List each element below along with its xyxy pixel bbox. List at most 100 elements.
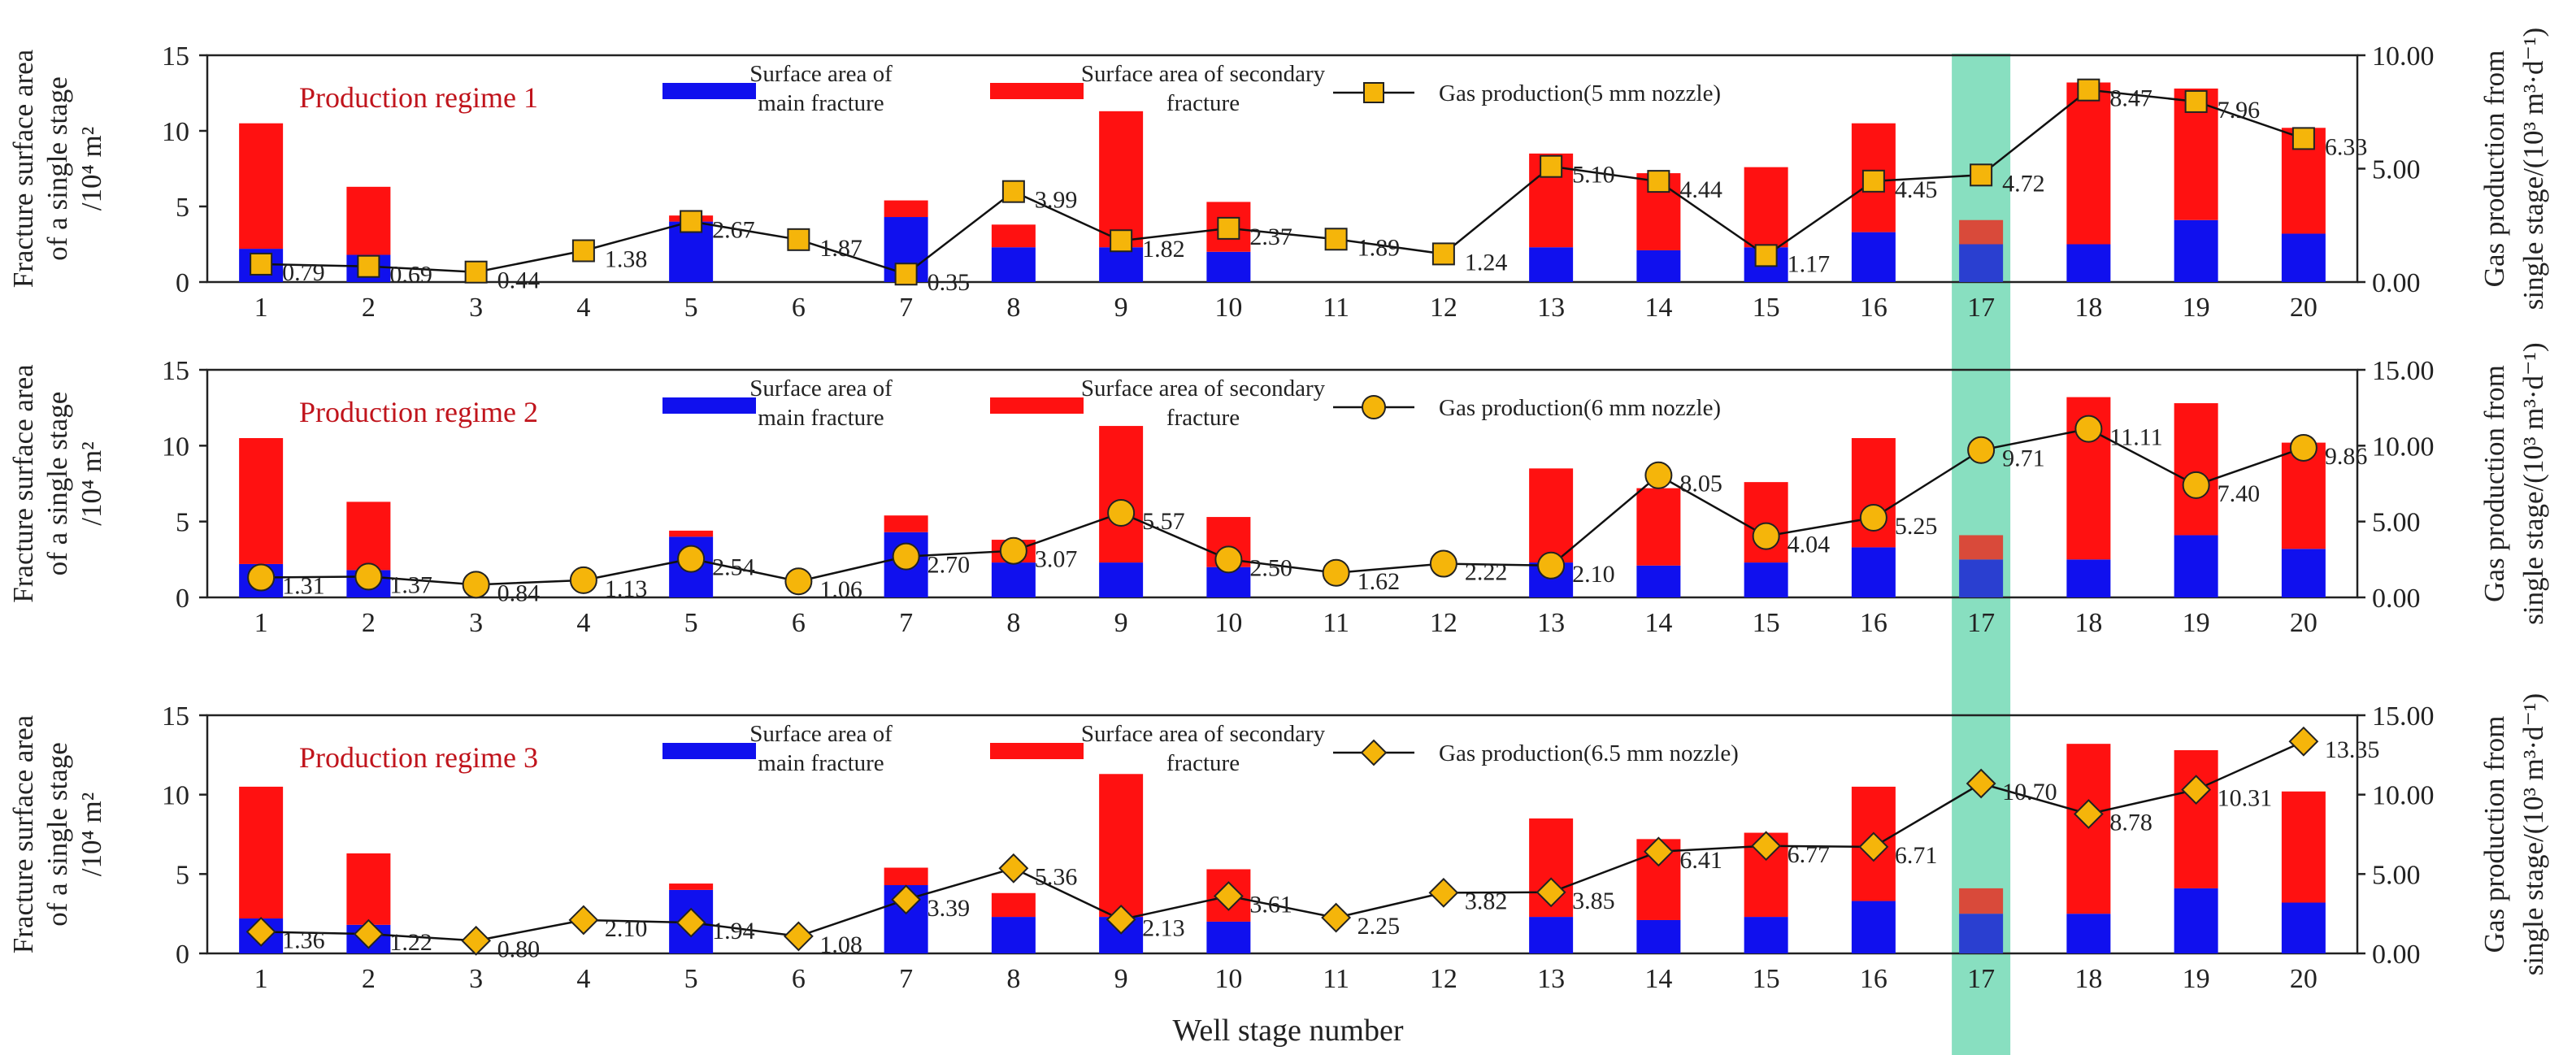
panel3-gas-marker-18	[2073, 799, 2104, 829]
panel1-gas-marker-10	[1217, 216, 1240, 240]
panel3-gas-marker-9	[1106, 904, 1136, 935]
panel3-value-label-10: 3.61	[1249, 891, 1292, 918]
panel3-bar-main-13	[1529, 917, 1574, 953]
panel2-legend-secondary-line1: Surface area of secondary	[1081, 376, 1326, 402]
panel1-gas-marker-15	[1754, 244, 1778, 267]
panel3-gas-marker-6	[783, 921, 814, 952]
panel3-value-label-16: 6.71	[1895, 842, 1938, 869]
panel2-bar-main-15	[1744, 562, 1788, 597]
panel3-xtick-label: 17	[1967, 964, 1995, 994]
panel3-bar-main-17	[1959, 914, 2004, 953]
panel3-gas-marker-5	[675, 907, 706, 938]
panel2-value-label-11: 1.62	[1358, 568, 1401, 595]
panel2-gas-marker-12	[1429, 549, 1457, 578]
panel3-gas-marker-14	[1643, 836, 1674, 867]
panel1-value-label-18: 8.47	[2109, 85, 2152, 112]
panel2-value-label-17: 9.71	[2002, 445, 2045, 472]
panel2-gas-marker-3	[462, 571, 490, 599]
panel1-value-label-3: 0.44	[497, 267, 541, 294]
panel3-xtick-label: 12	[1430, 964, 1457, 994]
panel3-xtick-label: 18	[2074, 964, 2102, 994]
panel1-value-label-16: 4.45	[1895, 176, 1938, 203]
panel3-xtick-label: 14	[1644, 964, 1672, 994]
panel2-gas-marker-4	[569, 566, 597, 594]
panel3-value-label-7: 3.39	[927, 895, 971, 922]
panel3-ytick-label: 5	[176, 860, 189, 890]
panel2-y2tick-label: 15.00	[2372, 356, 2435, 386]
panel2-ylabel-line2: of a single stage	[41, 392, 73, 575]
panel2-value-label-1: 1.31	[282, 573, 325, 600]
panel2-value-label-16: 5.25	[1895, 513, 1938, 540]
panel2-xtick-label: 12	[1430, 608, 1457, 638]
panel1-bar-main-19	[2174, 219, 2218, 282]
panel3-gas-marker-12	[1428, 877, 1459, 908]
panel3-ytick-label: 0	[176, 940, 189, 970]
panel2-gas-marker-5	[677, 545, 706, 573]
panel3-legend-secondary-line2: fracture	[1166, 750, 1240, 776]
panel1-ylabel-line2: of a single stage	[41, 76, 73, 260]
panel2-bar-main-9	[1099, 562, 1144, 597]
panel3-ylabel-line2: of a single stage	[41, 742, 73, 926]
panel2-value-label-19: 7.40	[2218, 480, 2261, 507]
panel3-value-label-2: 1.22	[389, 929, 432, 956]
panel3-y2tick-label: 15.00	[2372, 701, 2435, 732]
panel3-xtick-label: 4	[576, 964, 590, 994]
panel2-legend-secondary-swatch	[990, 397, 1084, 414]
panel2-xtick-label: 20	[2290, 608, 2318, 638]
panel2-value-label-18: 11.11	[2109, 424, 2162, 451]
panel1-xtick-label: 9	[1114, 293, 1128, 323]
panel2-y2tick-label: 5.00	[2372, 508, 2421, 538]
panel3-gas-line	[261, 740, 2304, 942]
panel3-bar-main-15	[1744, 917, 1788, 953]
panel2-xtick-label: 7	[899, 608, 913, 638]
panel3-legend-secondary-swatch	[990, 743, 1084, 759]
panel1-gas-marker-13	[1540, 154, 1563, 178]
panel3-xtick-label: 13	[1537, 964, 1565, 994]
panel2-ytick-label: 10	[162, 432, 189, 462]
panel2-y2label-line2: single stage/(10³ m³·d⁻¹)	[2517, 342, 2549, 624]
panel3-value-label-11: 2.25	[1358, 913, 1401, 940]
panel1-xtick-label: 12	[1430, 293, 1457, 323]
panel2-value-label-2: 1.37	[389, 571, 432, 598]
panel3-bar-secondary-7	[884, 867, 928, 886]
panel3-xtick-label: 16	[1860, 964, 1887, 994]
panel3-gas-marker-11	[1321, 902, 1352, 933]
panel2-bar-main-20	[2281, 549, 2326, 597]
panel1-value-label-10: 2.37	[1249, 224, 1292, 250]
panel3-xtick-label: 19	[2183, 964, 2210, 994]
panel3-xtick-label: 9	[1114, 964, 1128, 994]
panel3-value-label-9: 2.13	[1142, 914, 1185, 941]
panel2-xtick-label: 14	[1644, 608, 1672, 638]
panel3-gas-marker-15	[1751, 831, 1782, 862]
panel2-xtick-label: 13	[1537, 608, 1565, 638]
panel3-gas-marker-7	[891, 884, 922, 915]
panel3-plot-frame	[206, 714, 2359, 955]
panel2-ytick-label: 0	[176, 584, 189, 614]
panel2-value-label-3: 0.84	[497, 580, 541, 606]
panel1-value-label-19: 7.96	[2218, 97, 2261, 124]
panel2-gas-marker-10	[1214, 545, 1243, 574]
panel3-legend-main-swatch	[662, 743, 756, 759]
panel1-bar-secondary-2	[346, 186, 391, 255]
panel1-gas-marker-14	[1647, 170, 1670, 193]
panel1-legend-gas-marker	[1363, 82, 1384, 103]
panel2-xtick-label: 16	[1860, 608, 1887, 638]
panel2-gas-marker-7	[892, 542, 920, 571]
panel1-legend-secondary-line1: Surface area of secondary	[1081, 61, 1326, 87]
panel2-value-label-12: 2.22	[1465, 559, 1508, 586]
panel3-value-label-1: 1.36	[282, 927, 325, 953]
panel1-bar-main-20	[2281, 233, 2326, 282]
panel2-y2tick-label: 10.00	[2372, 432, 2435, 462]
panel1-ylabel-line3: /10⁴ m²	[76, 127, 107, 211]
panel2-gas-marker-9	[1107, 499, 1136, 528]
panel1-bar-main-18	[2066, 244, 2111, 282]
panel2-bar-secondary-7	[884, 515, 928, 532]
panel2-gas-marker-18	[2074, 415, 2103, 443]
panel2-bar-secondary-17	[1959, 535, 2004, 560]
panel2-gas-marker-13	[1537, 551, 1566, 580]
panel2-bar-main-8	[991, 562, 1036, 597]
panel1-bar-main-14	[1636, 250, 1681, 282]
panel3-title: Production regime 3	[299, 741, 538, 774]
panel1-ylabel-line1: Fracture surface area	[7, 49, 39, 288]
